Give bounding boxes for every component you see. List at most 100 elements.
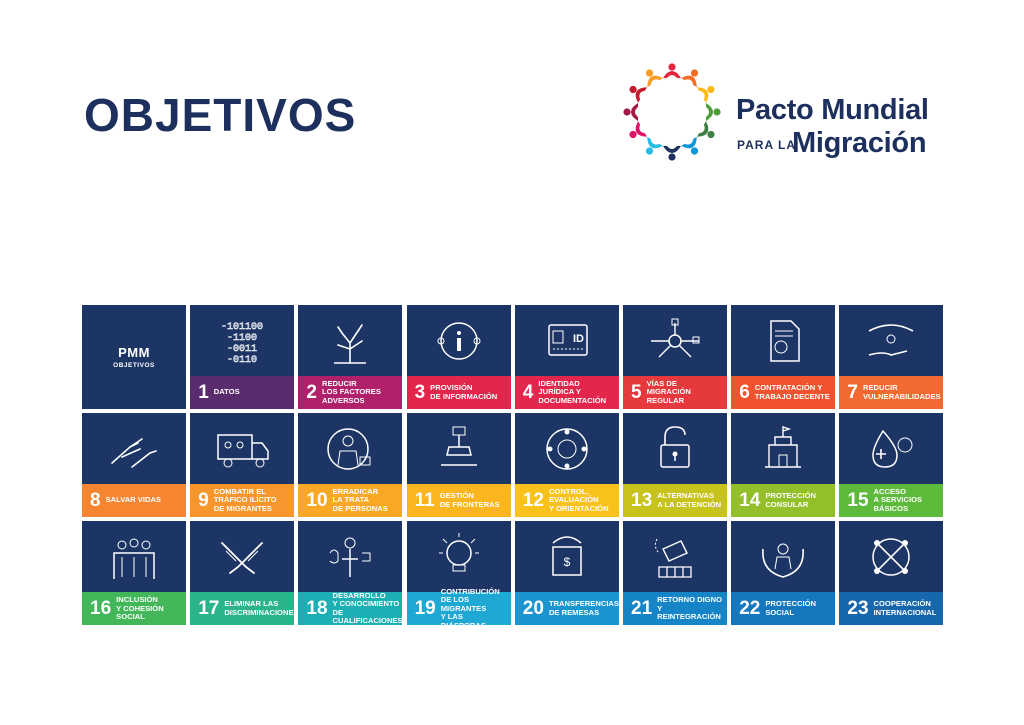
objective-tile-20: $20 TRANSFERENCIAS DE REMESAS [514, 521, 619, 626]
objective-tile-9: 9 COMBATIR EL TRÁFICO ILÍCITO DE MIGRANTES [190, 413, 295, 518]
objective-tile-13: 13 ALTERNATIVAS A LA DETENCIÓN [623, 413, 727, 518]
objective-band: 10 ERRADICAR LA TRATA DE PERSONAS [298, 484, 403, 518]
objective-tile-17: 17 ELIMINAR LAS DISCRIMINACIONES [190, 521, 295, 626]
pmm-label: PMM [118, 345, 150, 360]
objective-band: 13 ALTERNATIVAS A LA DETENCIÓN [623, 484, 727, 518]
objective-number: 14 [739, 490, 761, 512]
objective-number: 10 [306, 490, 328, 512]
objective-band: 7 REDUCIR VULNERABILIDADES [839, 376, 944, 409]
objective-number: 11 [414, 490, 435, 512]
objective-tile-3: 3 PROVISIÓN DE INFORMACIÓN [406, 305, 511, 409]
objective-band: 9 COMBATIR EL TRÁFICO ILÍCITO DE MIGRANTES [190, 484, 295, 518]
objective-label: VÍAS DE MIGRACIÓN REGULAR [646, 378, 691, 405]
objective-band: 15 ACCESO A SERVICIOS BÁSICOS [839, 484, 944, 518]
objective-tile-15: 15 ACCESO A SERVICIOS BÁSICOS [839, 413, 944, 518]
objective-tile-2: 2 REDUCIR LOS FACTORES ADVERSOS [298, 305, 403, 409]
objective-band: 17 ELIMINAR LAS DISCRIMINACIONES [190, 592, 295, 626]
id-card-icon: ID [548, 324, 588, 356]
objective-tile-12: 12 CONTROL, EVALUACIÓN Y ORIENTACIÓN [514, 413, 619, 518]
objective-number: 19 [414, 598, 436, 620]
objective-label: ERRADICAR LA TRATA DE PERSONAS [332, 487, 388, 513]
community-people-icon [113, 538, 155, 580]
objective-tile-16: 16 INCLUSIÓN Y COHESIÓN SOCIAL [82, 521, 186, 626]
objective-band: 19 CONTRIBUCIÓN DE LOS MIGRANTES Y LAS DIÁS… [406, 587, 511, 626]
objective-band: 16 INCLUSIÓN Y COHESIÓN SOCIAL [82, 592, 186, 626]
objective-number: 6 [739, 382, 750, 403]
objective-tile-22: 22 PROTECCIÓN SOCIAL [731, 521, 836, 626]
objective-number: 5 [631, 382, 642, 403]
health-services-icon [872, 429, 913, 468]
objective-label: INCLUSIÓN Y COHESIÓN SOCIAL [116, 595, 164, 622]
skills-tools-icon [329, 537, 371, 578]
objective-label: DESARROLLO Y CONOCIMIENTO DE CUALIFICACION… [332, 591, 403, 626]
pmm-sub-label: OBJETIVOS [113, 362, 155, 369]
objective-tile-5: 5 VÍAS DE MIGRACIÓN REGULAR [623, 305, 727, 409]
objective-band: 18 DESARROLLO Y CONOCIMIENTO DE CUALIFICACI… [298, 591, 403, 626]
objective-tile-21: 21 RETORNO DIGNO Y REINTEGRACIÓN [623, 521, 727, 626]
objective-band: 4 IDENTIDAD JURÍDICA Y DOCUMENTACIÓN [514, 376, 619, 409]
objective-number: 8 [90, 490, 101, 512]
objective-band: 23 COOPERACIÓN INTERNACIONAL [839, 592, 944, 626]
objective-number: 20 [522, 598, 544, 620]
objective-label: ELIMINAR LAS DISCRIMINACIONES [224, 599, 295, 617]
consulate-building-icon [765, 426, 802, 468]
objective-label: CONTRIBUCIÓN DE LOS MIGRANTES Y LAS DIÁSPO… [440, 586, 500, 626]
objective-band: 14 PROTECCIÓN CONSULAR [731, 484, 836, 518]
objective-tile-10: 10 ERRADICAR LA TRATA DE PERSONAS [298, 413, 403, 518]
objective-label: COOPERACIÓN INTERNACIONAL [873, 599, 937, 617]
objective-label: CONTRATACIÓN Y TRABAJO DECENTE [754, 383, 830, 401]
objective-tile-11: 11 GESTIÓN DE FRONTERAS [406, 413, 511, 518]
logo-text-migracion: Migración [792, 127, 927, 159]
objective-band: 12 CONTROL, EVALUACIÓN Y ORIENTACIÓN [514, 484, 619, 518]
return-suitcase-icon [654, 539, 692, 579]
objective-band: 21 RETORNO DIGNO Y REINTEGRACIÓN [623, 592, 727, 626]
objective-tile-6: 6 CONTRATACIÓN Y TRABAJO DECENTE [731, 305, 836, 409]
svg-text:-1100: -1100 [227, 333, 257, 344]
objective-label: REDUCIR LOS FACTORES ADVERSOS [321, 378, 381, 405]
objective-number: 12 [522, 490, 544, 512]
pacto-mundial-logo-icon [623, 63, 721, 161]
pathways-icon [651, 318, 700, 358]
remittance-globe-icon: $ [552, 536, 582, 577]
objective-label: REDUCIR VULNERABILIDADES [862, 383, 941, 401]
objective-label: CONTROL, EVALUACIÓN Y ORIENTACIÓN [548, 487, 609, 513]
truck-icon [217, 434, 269, 468]
objective-band: 6 CONTRATACIÓN Y TRABAJO DECENTE [731, 376, 836, 409]
objective-tile-14: 14 PROTECCIÓN CONSULAR [731, 413, 836, 518]
objective-number: 15 [847, 490, 869, 512]
objective-number: 13 [631, 490, 653, 512]
objective-number: 23 [847, 598, 869, 620]
person-stop-icon [327, 428, 371, 470]
pmm-objectives-tile: PMM OBJETIVOS [82, 305, 186, 409]
objective-tile-4: ID 4 IDENTIDAD JURÍDICA Y DOCUMENTACIÓN [514, 305, 619, 409]
contract-document-icon [770, 320, 800, 362]
objective-label: DATOS [213, 387, 240, 397]
objective-number: 1 [198, 382, 209, 403]
svg-text:-0110: -0110 [227, 355, 257, 366]
svg-text:$: $ [563, 555, 570, 569]
objective-label: RETORNO DIGNO Y REINTEGRACIÓN [657, 595, 722, 622]
objective-number: 2 [306, 382, 317, 403]
padlock-icon [660, 426, 690, 468]
objective-label: GESTIÓN DE FRONTERAS [439, 491, 500, 509]
lightbulb-icon [438, 533, 479, 572]
svg-text:-101100: -101100 [221, 322, 263, 333]
objective-number: 17 [198, 598, 220, 620]
objective-label: TRANSFERENCIAS DE REMESAS [548, 599, 619, 617]
information-icon [437, 322, 481, 360]
objective-number: 9 [198, 490, 209, 512]
logo-text-para-la: PARA LA [737, 138, 796, 152]
objective-tile-18: 18 DESARROLLO Y CONOCIMIENTO DE CUALIFICACI… [298, 521, 403, 626]
objective-tile-19: 19 CONTRIBUCIÓN DE LOS MIGRANTES Y LAS DIÁS… [406, 521, 511, 626]
objective-tile-7: 7 REDUCIR VULNERABILIDADES [839, 305, 944, 409]
objective-label: PROTECCIÓN CONSULAR [765, 491, 816, 509]
reaching-hands-icon [111, 438, 157, 468]
svg-text:ID: ID [573, 333, 584, 345]
binary-data-icon: -101100-1100-0011-0110 [221, 322, 264, 367]
objective-label: PROTECCIÓN SOCIAL [765, 599, 816, 617]
objective-band: 20 TRANSFERENCIAS DE REMESAS [514, 592, 619, 626]
stamp-icon [440, 426, 477, 466]
objective-label: ACCESO A SERVICIOS BÁSICOS [873, 487, 923, 513]
objective-number: 16 [90, 598, 112, 620]
objective-tile-1: -101100 -1100 -0011 -0110 1 DATOS [190, 305, 295, 409]
